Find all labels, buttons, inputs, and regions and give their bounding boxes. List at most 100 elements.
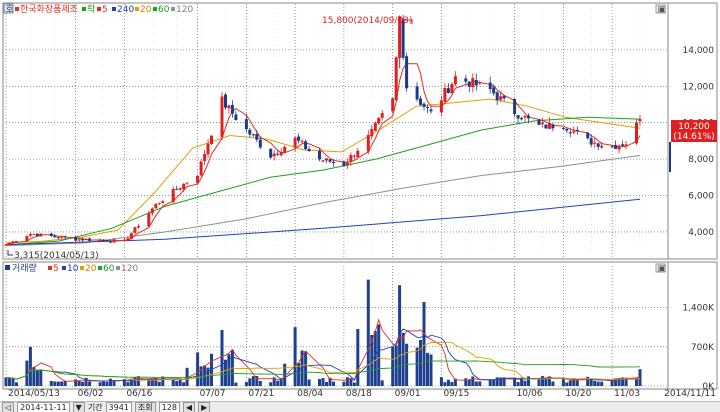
candle-body [248,129,252,135]
candlesticks [4,15,642,246]
volume-panel-close-glyph: ▣ [658,264,667,274]
candle-body [394,57,398,101]
ma20-marker [135,7,139,11]
candle-body [224,94,227,108]
volume-bar [53,381,57,386]
candle-body [178,188,182,190]
candle-body [450,84,454,94]
volume-bar [25,360,29,386]
vma20-label: 20 [85,264,97,274]
low-pointer [7,250,13,256]
volume-tick-label: 700K [691,343,715,353]
volume-panel [2,261,669,390]
candle-body [25,236,29,242]
volume-bar [513,378,517,386]
volume-bar [15,382,18,386]
volume-bar [84,378,88,386]
candle-body [175,188,179,190]
panel-close-icon[interactable] [655,4,666,14]
candle-body [401,18,405,58]
prev-button[interactable]: ◁ [2,401,15,412]
volume-bar [196,352,200,386]
candle-body [547,122,551,129]
ma5-label: 5 [102,5,108,15]
candle-body [349,155,353,162]
candle-body [147,213,151,227]
vma60-marker [98,266,102,270]
volume-bar [366,279,370,386]
candle-body [210,135,213,144]
volume-bar [147,379,151,386]
candle-body [234,114,238,120]
volume-bar [63,380,67,386]
volume-bar [422,302,426,386]
count-input[interactable]: 3941 [105,401,132,412]
volume-bar [224,359,227,386]
query-button[interactable]: 조회 [134,401,156,412]
ma-line-60 [5,116,641,246]
candle-body [63,236,67,238]
volume-panel-close-icon[interactable] [655,263,666,273]
x-tick-label: 11/03 [614,389,640,399]
volume-bar [185,367,189,386]
candle-body [136,226,140,228]
candle-body [35,233,39,237]
candle-body [283,146,287,153]
zoom-input[interactable]: 128 [158,401,180,412]
zoom-in-button[interactable]: ▶ [198,401,211,412]
low-annotation: 3,315(2014/05/13) [7,250,99,261]
volume-bar [596,381,600,386]
candle-body [352,155,356,157]
candle-body [572,131,576,133]
volume-bar [415,347,419,386]
vma10-marker [62,266,66,270]
volume-bar [35,370,39,386]
volume-bar [352,382,356,386]
candle-body [185,182,189,184]
candle-body [81,239,85,241]
volume-bar [332,381,335,386]
volume-bar [541,376,544,386]
volume-bar [297,363,301,386]
period-text: 기간 [87,402,103,412]
volume-bar [293,327,297,386]
price-tick-label: 14,000 [683,46,715,56]
candle-body [15,241,18,243]
last-price-value: 10,200 [678,122,710,132]
volume-bar [453,378,457,386]
volume-bar [488,379,492,386]
volume-bar [586,376,590,386]
volume-bar [248,378,252,386]
price-tick-label: 8,000 [688,155,714,165]
volume-bar [589,378,593,386]
high-annotation: 15,800(2014/09/03) [322,16,413,26]
ma-line-5 [5,63,641,245]
volume-bar [551,381,555,386]
volume-ma-10 [5,328,641,382]
candle-body [478,82,482,84]
volume-bar [478,381,482,386]
candle-body [593,142,597,144]
volume-bar [88,381,92,386]
volume-bar [547,376,551,386]
candle-body [60,236,64,238]
x-tick-label: 06/02 [78,389,104,399]
candle-body [617,145,621,150]
volume-bar [105,382,109,386]
panel-menu-icon[interactable] [3,3,14,14]
calendar-dropdown-icon[interactable]: ▼ [72,401,85,412]
volume-bar [377,324,381,386]
volume-bar [283,363,287,386]
date-input[interactable]: 2014-11-11 [17,401,70,412]
candle-body [102,240,105,241]
volume-bar [342,381,346,386]
current-range-marker [669,142,671,172]
volume-bar [394,345,398,386]
volume-bar [109,378,112,386]
volume-bar [638,369,642,386]
volume-bar [321,378,325,386]
volume-bar [401,332,405,386]
zoom-out-button[interactable]: ◀ [182,401,196,412]
grid-lines [5,4,668,388]
candle-body [203,154,207,161]
